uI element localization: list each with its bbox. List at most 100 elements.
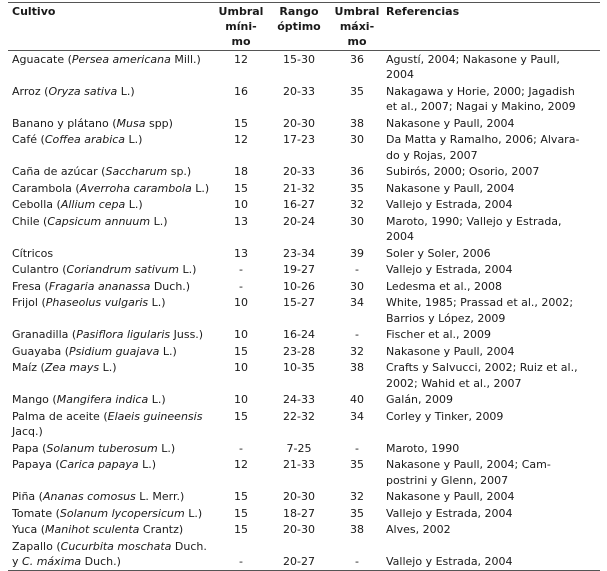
rango-optimo-cell: 23-34 — [283, 246, 315, 260]
umbral-minimo-cell: 12 — [234, 133, 248, 146]
umbral-minimo-cell: 10 — [234, 296, 248, 309]
umbral-minimo-cell: 10 — [234, 328, 248, 341]
referencias-cell: Nakasone y Paull, 2004 — [386, 116, 515, 130]
common-name: spp) — [145, 116, 173, 130]
rango-optimo-cell: 24-33 — [283, 393, 315, 406]
umbral-maximo-cell: 30 — [350, 279, 364, 293]
scientific-name: Ananas comosus — [42, 490, 136, 503]
umbral-minimo-cell: 15 — [234, 490, 248, 503]
common-name: Guayaba ( — [12, 344, 69, 358]
table-row: Frijol (Phaseolus vulgaris L.) 10 15-27 34 W… — [8, 295, 600, 327]
umbral-maximo-cell: 35 — [350, 84, 364, 98]
rango-optimo-cell: 21-33 — [283, 458, 315, 471]
cultivo-cell: Carambola (Averroha carambola L.) — [8, 180, 214, 197]
common-name: Culantro ( — [12, 263, 67, 276]
referencias-cell: Agustí, 2004; Nakasone y Paull, 2004 — [386, 52, 560, 82]
umbral-maximo-cell: 34 — [350, 409, 364, 423]
common-name: L.) — [148, 393, 166, 406]
scientific-name: Solanum lycopersicum — [59, 506, 185, 520]
common-name: Papa ( — [12, 441, 47, 455]
umbral-minimo-cell: 15 — [234, 181, 248, 195]
umbral-minimo-cell: 18 — [234, 165, 248, 178]
scientific-name: C. máxima — [22, 555, 82, 568]
cultivo-cell: Cebolla (Allium cepa L.) — [8, 197, 214, 214]
referencias-cell: Subirós, 2000; Osorio, 2007 — [386, 165, 540, 178]
referencias-cell: Corley y Tinker, 2009 — [386, 409, 504, 423]
table-row: Mango (Mangifera indica L.) 10 24-33 40 Galá… — [8, 392, 600, 409]
common-name: Duch.) — [81, 555, 121, 568]
umbral-minimo-cell: 15 — [234, 523, 248, 536]
umbral-maximo-cell: - — [355, 441, 359, 455]
referencias-cell: Galán, 2009 — [386, 393, 454, 406]
header-rango-optimo: Rango óptimo — [268, 2, 330, 51]
common-name: Cítricos — [12, 246, 54, 260]
cultivo-cell: Arroz (Oryza sativa L.) — [8, 83, 214, 115]
table-body: Aguacate (Persea americana Mill.) 12 15 - 30… — [8, 51, 600, 571]
umbral-minimo-cell: 13 — [234, 214, 248, 228]
umbral-maximo-cell: 30 — [350, 133, 364, 146]
referencias-cell: Vallejo y Estrada, 2004 — [386, 263, 513, 276]
common-name: Aguacate ( — [12, 52, 72, 66]
scientific-name: Saccharum — [105, 165, 168, 178]
cultivo-cell: Aguacate (Persea americana Mill.) — [8, 51, 214, 84]
umbral-minimo-cell: 12 — [234, 458, 248, 471]
rango-optimo-cell: 22-32 — [283, 409, 315, 423]
umbral-minimo-cell: 16 — [234, 84, 248, 98]
scientific-name: Psidium guajava — [69, 344, 160, 358]
table-row: Café (Coffea arabica L.) 12 17-23 30 Da Matt… — [8, 132, 600, 164]
common-name: Tomate ( — [12, 506, 60, 520]
umbral-maximo-cell: - — [355, 328, 359, 341]
umbral-maximo-cell: 38 — [350, 116, 364, 130]
referencias-cell: Vallejo y Estrada, 2004 — [386, 198, 513, 211]
common-name: Granadilla ( — [12, 328, 77, 341]
scientific-name: Oryza sativa — [48, 84, 118, 98]
cultivo-cell: Fresa (Fragaria ananassa Duch.) — [8, 278, 214, 295]
scientific-name: Coriandrum sativum — [66, 263, 179, 276]
common-name: Mill.) — [170, 52, 201, 66]
header-umbral-minimo: Umbral míni- mo — [214, 2, 268, 51]
cultivo-cell: Chile (Capsicum annuum L.) — [8, 213, 214, 245]
common-name: L.) — [159, 344, 177, 358]
umbral-maximo-cell: 36 — [350, 52, 364, 66]
table-row: Piña (Ananas comosus L. Merr.) 15 20-30 32 N… — [8, 489, 600, 506]
table-row: Aguacate (Persea americana Mill.) 12 15-30… — [8, 51, 600, 84]
common-name: L.) — [150, 214, 168, 228]
umbral-maximo-cell: 35 — [350, 506, 364, 520]
table-row: Culantro (Coriandrum sativum L.) - 19-27 - V… — [8, 262, 600, 279]
cultivo-cell: Granadilla (Pasiflora ligularis Juss.) — [8, 327, 214, 344]
common-name: Papaya ( — [12, 458, 60, 471]
cultivo-cell: Café (Coffea arabica L.) — [8, 132, 214, 164]
referencias-cell: Nakasone y Paull, 2004 — [386, 344, 515, 358]
umbral-minimo-cell: - — [239, 279, 243, 293]
table-row: Banano y plátano (Musa spp) 15 20-30 38 Naka… — [8, 115, 600, 132]
scientific-name: Coffea arabica — [44, 133, 126, 146]
referencias-cell: Nakasone y Paull, 2004 — [386, 490, 515, 503]
common-name: Mango ( — [12, 393, 57, 406]
common-name: Cebolla ( — [12, 198, 61, 211]
common-name: Palma de aceite ( — [12, 409, 108, 423]
common-name: Chile ( — [12, 214, 48, 228]
rango-optimo-cell: 16-24 — [283, 328, 315, 341]
common-name: Banano y plátano ( — [12, 116, 117, 130]
common-name: L.) — [99, 361, 117, 374]
rango-optimo-cell: 20-33 — [283, 84, 315, 98]
table-row: Fresa (Fragaria ananassa Duch.) - 10-26 30 L… — [8, 278, 600, 295]
rango-optimo-cell: 7-25 — [286, 441, 312, 455]
cultivo-cell: Zapallo (Cucurbita moschata Duch. y C. m… — [8, 538, 214, 571]
referencias-cell: Alves, 2002 — [386, 523, 451, 536]
common-name: L.) — [191, 181, 210, 195]
common-name: Caña de azúcar ( — [12, 165, 106, 178]
rango-optimo-cell: 20-27 — [283, 555, 315, 568]
umbral-maximo-cell: 39 — [350, 246, 364, 260]
scientific-name: Pasiflora ligularis — [76, 328, 171, 341]
common-name: L.) — [148, 296, 166, 309]
referencias-cell: Nakasone y Paull, 2004; Cam- postrini y … — [386, 458, 551, 487]
referencias-cell: Ledesma et al., 2008 — [386, 279, 502, 293]
scientific-name: Carica papaya — [59, 458, 139, 471]
scientific-name: Musa — [116, 116, 146, 130]
header-cultivo: Cultivo — [8, 2, 214, 51]
scientific-name: Elaeis guineensis — [107, 409, 203, 423]
scientific-name: Averroha carambola — [79, 181, 192, 195]
umbral-minimo-cell: - — [239, 555, 243, 568]
